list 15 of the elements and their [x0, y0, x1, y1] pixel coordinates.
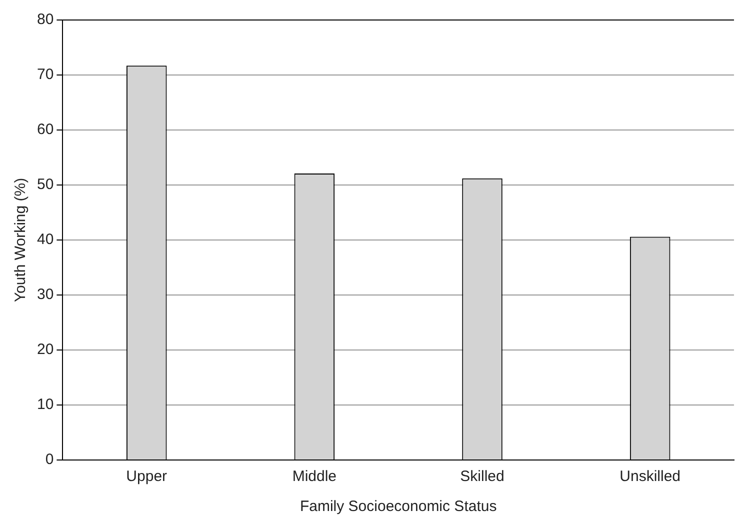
y-tick-label: 30 — [36, 286, 54, 304]
y-axis-title: Youth Working (%) — [12, 178, 30, 302]
x-tick-label: Upper — [126, 468, 168, 486]
y-tick-label: 10 — [36, 396, 54, 414]
x-tick-label: Skilled — [460, 468, 504, 486]
x-tick-label: Middle — [292, 468, 337, 486]
y-tick-label: 70 — [36, 66, 54, 84]
y-tick-label: 50 — [36, 176, 54, 194]
y-tick-label: 60 — [36, 121, 54, 138]
y-tick-label: 20 — [36, 341, 54, 358]
x-tick-label: Unskilled — [620, 468, 681, 486]
y-tick-label: 40 — [36, 231, 54, 248]
x-axis-title: Family Socioeconomic Status — [300, 498, 497, 516]
y-tick-label: 0 — [45, 451, 54, 468]
y-tick-label: 80 — [36, 11, 54, 28]
